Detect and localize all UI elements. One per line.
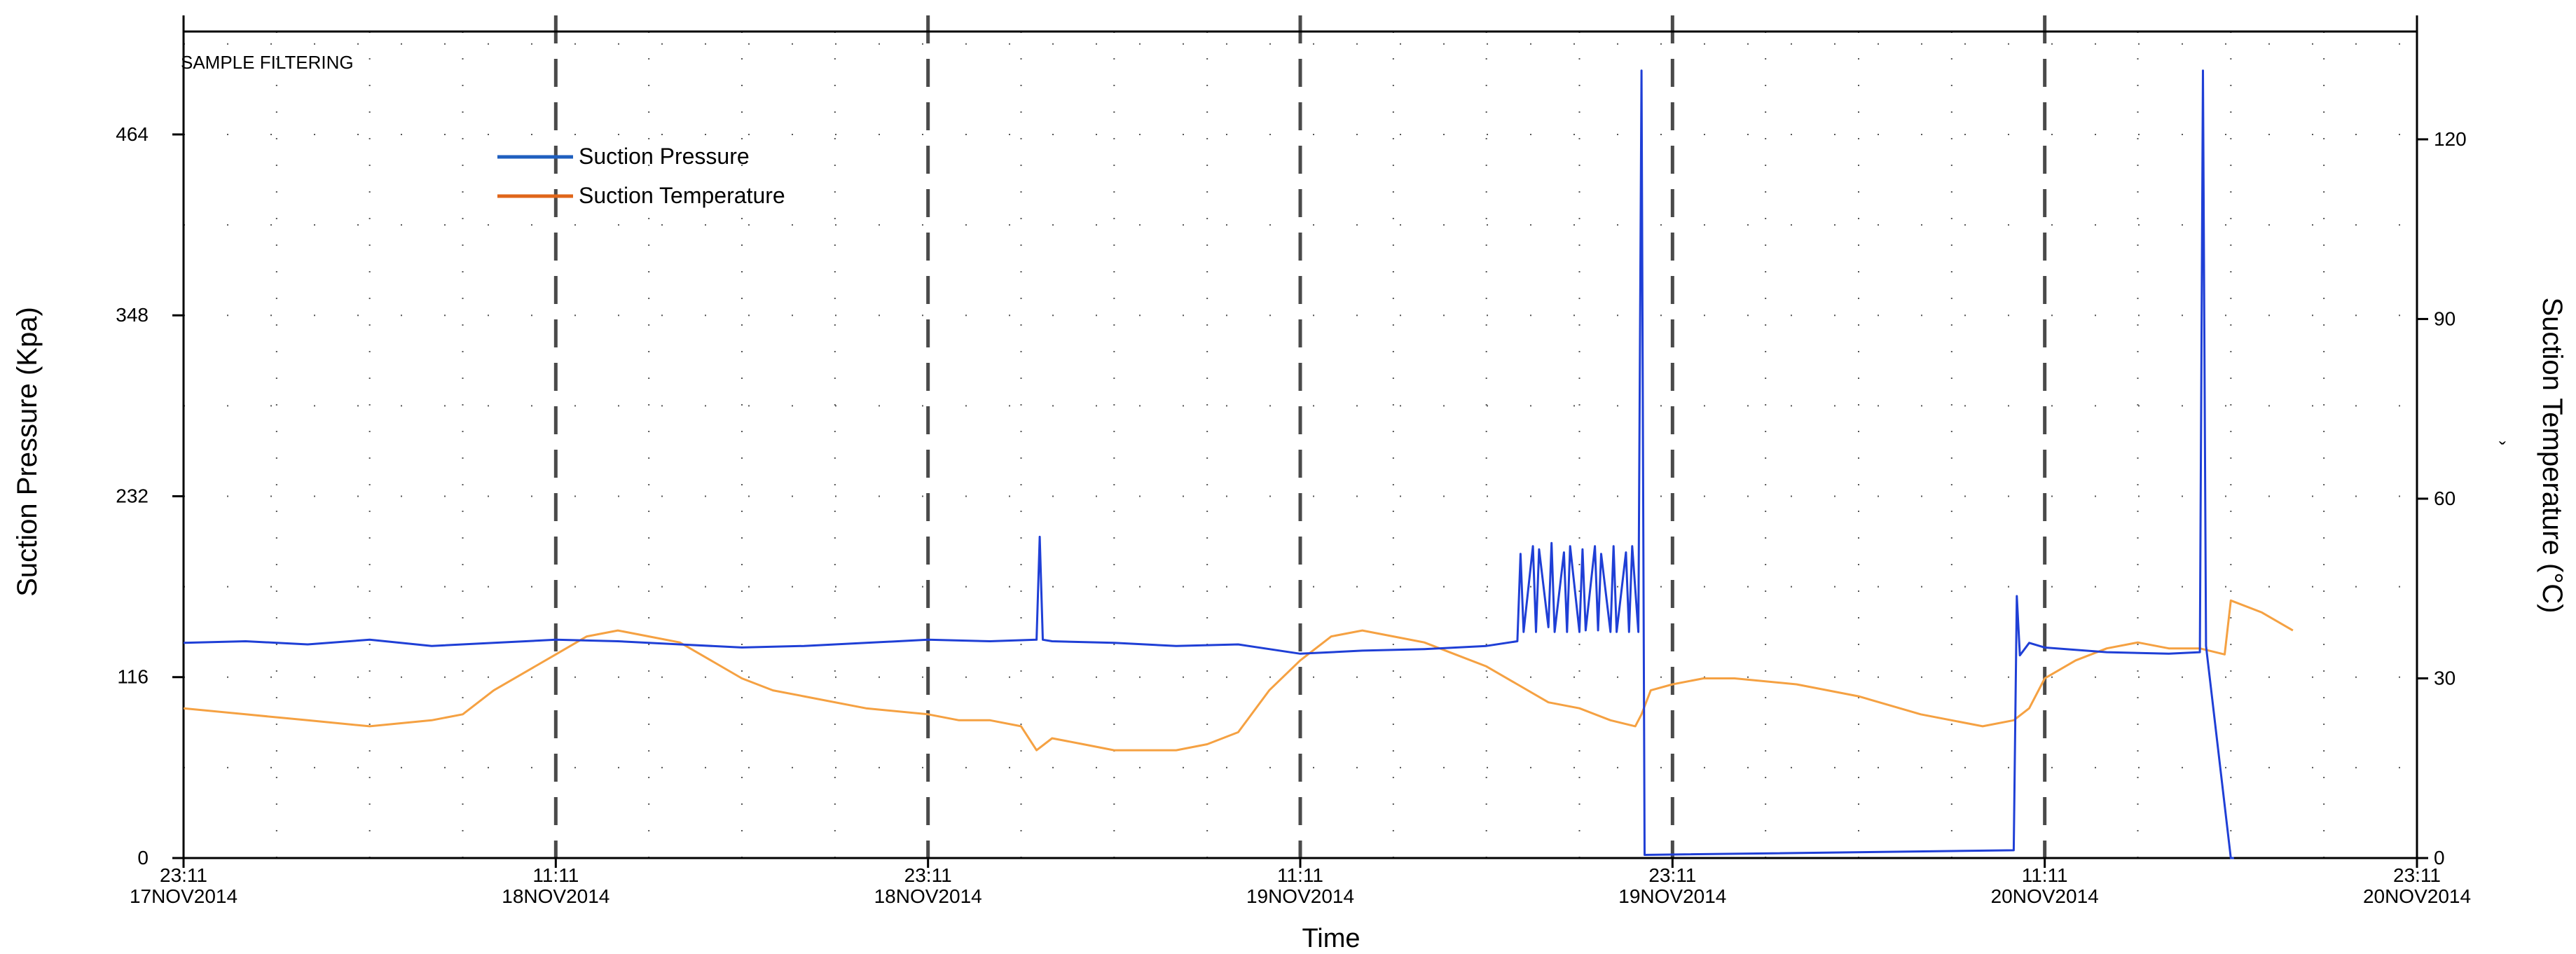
y-right-tick-label: 90 <box>2434 307 2456 329</box>
x-tick-date-label: 20NOV2014 <box>1991 885 2099 907</box>
sample-filtering-annotation: SAMPLE FILTERING <box>181 52 354 73</box>
x-tick-time-label: 11:11 <box>2022 864 2068 886</box>
y-left-axis-title: Suction Pressure (Kpa) <box>12 307 43 597</box>
series-layer <box>183 69 2294 859</box>
y-right-tick-label: 0 <box>2434 847 2445 869</box>
legend: Suction Pressure Suction Temperature <box>497 144 785 208</box>
legend-label-pressure: Suction Pressure <box>579 144 750 169</box>
y-right-tick-label: 120 <box>2434 128 2467 150</box>
y-left-tick-label: 348 <box>116 304 149 326</box>
y-right-tick-label: 30 <box>2434 667 2456 689</box>
legend-label-temperature: Suction Temperature <box>579 183 785 208</box>
y-left-tick-label: 0 <box>137 847 149 869</box>
series-line-suction-temperature <box>183 599 2294 752</box>
text-layer: SAMPLE FILTERING Time Suction Pressure (… <box>12 52 2568 953</box>
x-tick-date-label: 17NOV2014 <box>130 885 237 907</box>
y-left-tick-label: 232 <box>116 485 149 506</box>
x-tick-date-label: 20NOV2014 <box>2363 885 2471 907</box>
axes <box>172 15 2428 868</box>
x-tick-time-label: 23:11 <box>1648 864 1696 886</box>
x-tick-date-label: 19NOV2014 <box>1246 885 1354 907</box>
x-tick-date-label: 19NOV2014 <box>1618 885 1726 907</box>
y-left-tick-label: 116 <box>117 666 149 688</box>
x-tick-time-label: 11:11 <box>532 864 579 886</box>
right-axis-mark: ˇ <box>2499 438 2506 462</box>
y-left-tick-label: 464 <box>116 123 149 145</box>
y-right-axis-title: Suction Temperature (°C) <box>2537 298 2568 614</box>
x-tick-time-label: 23:11 <box>904 864 952 886</box>
x-axis-title: Time <box>1302 924 1360 950</box>
x-tick-date-label: 18NOV2014 <box>874 885 982 907</box>
x-tick-time-label: 23:11 <box>2393 864 2441 886</box>
x-tick-time-label: 11:11 <box>1277 864 1323 886</box>
x-tick-date-label: 18NOV2014 <box>502 885 609 907</box>
x-tick-time-label: 23:11 <box>160 864 207 886</box>
y-right-tick-label: 60 <box>2434 488 2456 509</box>
series-line-suction-pressure <box>183 69 2234 859</box>
